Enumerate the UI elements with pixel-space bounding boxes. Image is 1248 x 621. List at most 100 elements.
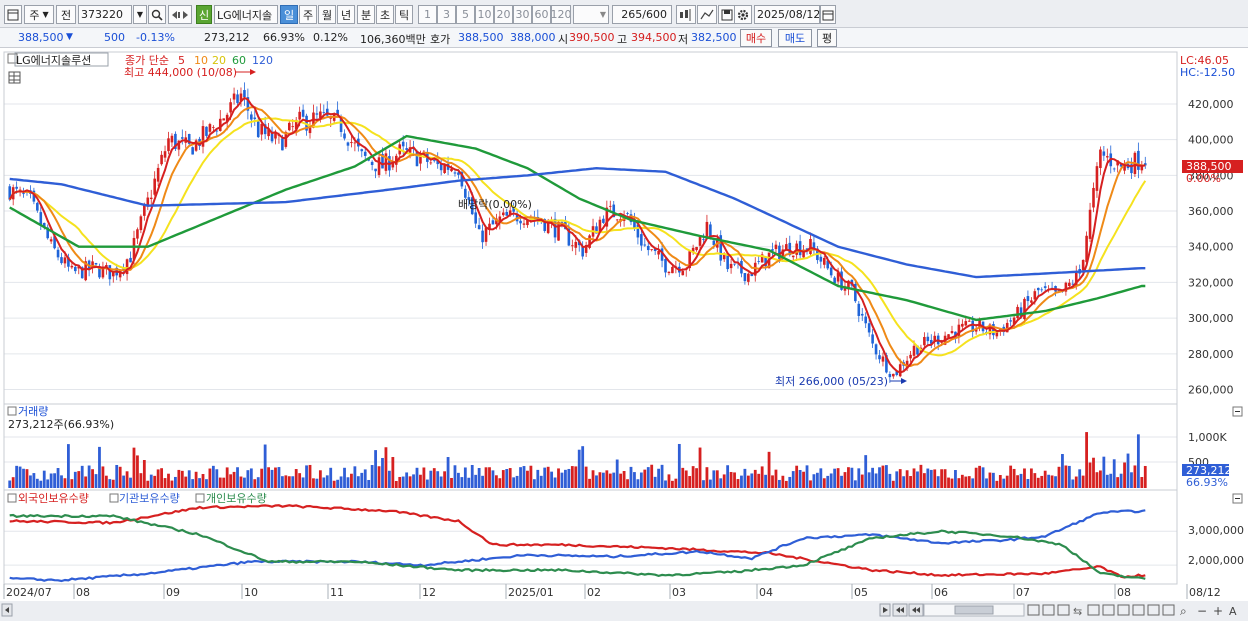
volume-bar bbox=[1054, 476, 1057, 488]
period-year-button[interactable]: 년 bbox=[337, 5, 355, 24]
scroll-thumb[interactable] bbox=[954, 605, 994, 615]
candle-body bbox=[108, 265, 112, 280]
zoom-out-icon[interactable]: − bbox=[1197, 604, 1207, 618]
chart-scrollbar[interactable]: ⇆ ⌕ − + A bbox=[1, 603, 1237, 618]
volume-bar bbox=[49, 473, 53, 488]
current-price-label: 388,500 bbox=[1186, 160, 1232, 173]
volume-bar bbox=[943, 469, 947, 488]
period-minute-button[interactable]: 분 bbox=[357, 5, 375, 24]
chart-type-select[interactable]: 주 ▼ bbox=[24, 5, 54, 24]
holdings-lines bbox=[9, 504, 1146, 583]
buy-button[interactable]: 매수 bbox=[740, 29, 772, 47]
candle-body bbox=[898, 364, 902, 377]
ma120-legend: 120 bbox=[252, 54, 273, 67]
volume-bar bbox=[329, 467, 333, 488]
volume-bar bbox=[1071, 479, 1075, 488]
search-icon[interactable] bbox=[148, 5, 166, 24]
period-tick-button[interactable]: 틱 bbox=[395, 5, 413, 24]
interval-20-button[interactable]: 20 bbox=[494, 5, 513, 24]
candle-body bbox=[833, 277, 836, 284]
volume-bar bbox=[698, 447, 702, 488]
title-box[interactable] bbox=[14, 52, 109, 67]
interval-5-button[interactable]: 5 bbox=[456, 5, 475, 24]
prev-button[interactable]: 전 bbox=[56, 5, 76, 24]
volume-toggle-icon[interactable] bbox=[7, 406, 17, 416]
interval-3-button[interactable]: 3 bbox=[437, 5, 456, 24]
volume-bar bbox=[853, 480, 857, 488]
zoom-tool-icons[interactable]: ⇆ bbox=[1027, 604, 1175, 618]
candle-body bbox=[294, 119, 298, 130]
volume-bar bbox=[94, 474, 98, 488]
interval-120-button[interactable]: 120 bbox=[551, 5, 571, 24]
period-second-button[interactable]: 초 bbox=[376, 5, 394, 24]
candle-body bbox=[260, 123, 263, 135]
holdings-axis-3m: 3,000,000 bbox=[1188, 524, 1244, 537]
code-dropdown-icon[interactable]: ▼ bbox=[133, 5, 147, 24]
candle-body bbox=[643, 244, 647, 246]
volume-bar bbox=[681, 467, 685, 488]
stock-chart[interactable]: 420,000400,000380,000360,000340,000320,0… bbox=[0, 48, 1248, 621]
candle-body bbox=[450, 168, 453, 172]
volume-bar bbox=[519, 467, 522, 488]
volume-bar bbox=[864, 455, 868, 488]
volume-bar bbox=[916, 471, 919, 488]
period-week-button[interactable]: 주 bbox=[299, 5, 317, 24]
panel-toggle-icon[interactable] bbox=[7, 53, 18, 64]
volume-bar bbox=[1143, 465, 1147, 488]
date-input[interactable]: 2025/08/12 bbox=[754, 5, 820, 24]
volume-bar bbox=[477, 468, 481, 488]
eval-button[interactable]: 평 bbox=[817, 29, 837, 47]
interval-30-button[interactable]: 30 bbox=[513, 5, 532, 24]
volume-bar bbox=[432, 468, 436, 488]
legend-institution-icon[interactable] bbox=[109, 493, 119, 503]
interval-1-button[interactable]: 1 bbox=[418, 5, 437, 24]
search-zoom-icon[interactable]: ⌕ bbox=[1180, 604, 1187, 618]
volume-bar bbox=[170, 480, 174, 488]
sell-button[interactable]: 매도 bbox=[778, 29, 812, 47]
dropdown-arrow-icon: ▼ bbox=[42, 10, 49, 19]
volume-bar bbox=[508, 468, 512, 488]
interval-60-button[interactable]: 60 bbox=[532, 5, 551, 24]
font-size-icon[interactable]: A bbox=[1229, 605, 1237, 618]
candle-body bbox=[225, 114, 229, 123]
zoom-in-icon[interactable]: + bbox=[1213, 604, 1223, 618]
candle-body bbox=[854, 283, 857, 302]
indicator-icon[interactable] bbox=[676, 5, 696, 24]
volume-bar bbox=[260, 468, 264, 488]
interval-10-button[interactable]: 10 bbox=[475, 5, 494, 24]
candle-body bbox=[308, 125, 312, 134]
candle-body bbox=[553, 218, 557, 238]
candle-body bbox=[42, 222, 46, 228]
x-tick-label: 03 bbox=[672, 586, 686, 599]
volume-bar bbox=[180, 470, 184, 488]
candle-body bbox=[1019, 307, 1023, 318]
prev-next-stock-icon[interactable] bbox=[168, 5, 192, 24]
candle-body bbox=[729, 263, 733, 269]
foreign-holdings-line bbox=[9, 504, 1146, 579]
legend-individual-icon[interactable] bbox=[195, 493, 205, 503]
volume-bar bbox=[412, 474, 415, 488]
calendar-icon[interactable] bbox=[820, 5, 836, 24]
volume-bar bbox=[615, 459, 619, 488]
candle-body bbox=[847, 280, 850, 290]
period-month-button[interactable]: 월 bbox=[318, 5, 336, 24]
candle-body bbox=[667, 271, 671, 274]
holdings-toggle-icon[interactable] bbox=[7, 493, 17, 503]
candle-body bbox=[1074, 271, 1078, 287]
candle-body bbox=[785, 244, 788, 251]
stock-code-input[interactable]: 373220 bbox=[78, 5, 132, 24]
volume-bar bbox=[356, 476, 360, 488]
window-icon[interactable] bbox=[4, 5, 22, 24]
data-count-field[interactable]: 265 /600 bbox=[612, 5, 672, 24]
interval-custom-select[interactable]: ▼ bbox=[573, 5, 609, 24]
candle-body bbox=[881, 356, 885, 362]
candle-body bbox=[771, 249, 774, 251]
volume-bar bbox=[677, 443, 681, 488]
ma5-legend: 5 bbox=[178, 54, 185, 67]
draw-tool-icon[interactable] bbox=[697, 5, 717, 24]
stock-name-field[interactable]: LG에너지솔 bbox=[214, 5, 278, 24]
volume-bar bbox=[132, 447, 136, 488]
gear-icon[interactable] bbox=[734, 5, 752, 24]
period-day-button[interactable]: 일 bbox=[280, 5, 298, 24]
volume-bar bbox=[191, 479, 195, 488]
